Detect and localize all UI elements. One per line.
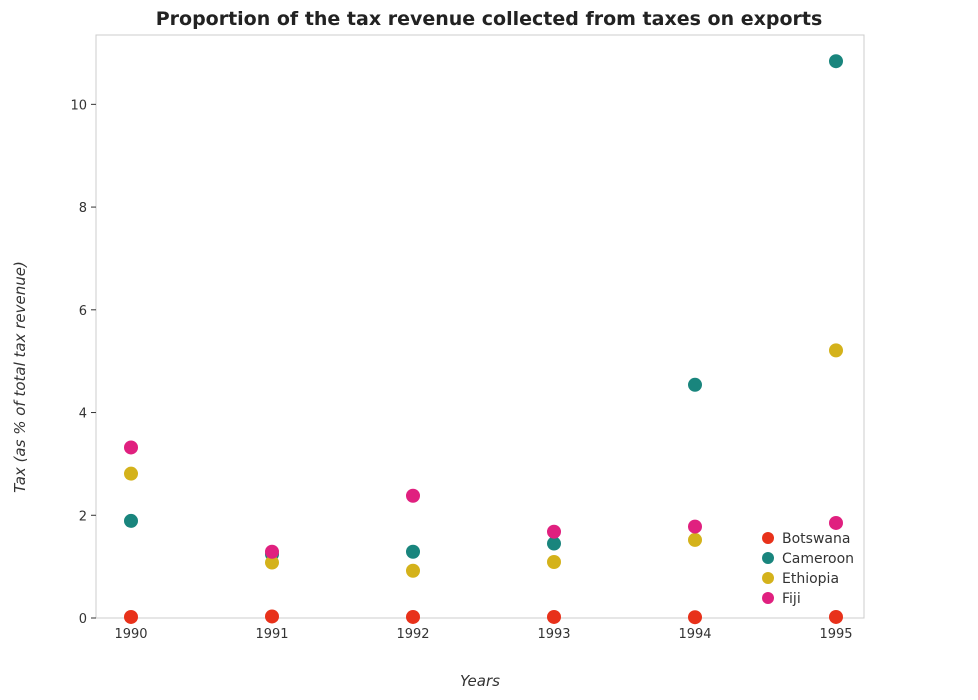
x-tick-label: 1991 [255,627,288,642]
plot-frame [95,34,865,619]
legend-marker-botswana [762,532,774,544]
point-cameroon-1990 [124,513,138,528]
point-botswana-1991 [265,609,279,624]
point-ethiopia-1990 [124,466,138,481]
y-tick-label: 2 [79,509,87,524]
legend-label-botswana: Botswana [782,531,850,547]
legend-label-cameroon: Cameroon [782,551,854,567]
legend-marker-cameroon [762,552,774,564]
point-ethiopia-1994 [688,532,702,547]
legend: Botswana Cameroon Ethiopia Fiji [762,531,854,607]
y-tick-label: 0 [79,612,87,627]
x-tick-label: 1994 [678,627,711,642]
legend-label-fiji: Fiji [782,591,801,607]
chart-title: Proportion of the tax revenue collected … [155,8,823,30]
point-cameroon-1993 [547,536,561,551]
x-axis: 1990 1991 1992 1993 1994 1995 [114,618,853,642]
x-axis-label: Years [460,672,500,690]
legend-label-ethiopia: Ethiopia [782,571,839,587]
point-fiji-1994 [688,519,702,534]
data-points [124,54,843,625]
point-ethiopia-1991 [265,555,279,570]
x-tick-label: 1995 [819,627,852,642]
y-tick-label: 4 [79,407,87,422]
point-botswana-1992 [406,609,420,624]
y-tick-label: 10 [70,98,87,113]
point-botswana-1994 [688,610,702,625]
y-axis: 0 2 4 6 8 10 [70,98,96,627]
legend-marker-fiji [762,592,774,604]
point-fiji-1993 [547,524,561,539]
point-fiji-1991 [265,544,279,559]
point-ethiopia-1993 [547,555,561,570]
point-fiji-1992 [406,488,420,503]
point-botswana-1990 [124,609,138,624]
point-botswana-1995 [829,609,843,624]
y-axis-label: Tax (as % of total tax revenue) [11,261,29,493]
point-botswana-1993 [547,609,561,624]
y-tick-label: 6 [79,304,87,319]
point-cameroon-1995 [829,54,843,69]
x-tick-label: 1992 [396,627,429,642]
point-ethiopia-1992 [406,563,420,578]
point-fiji-1990 [124,440,138,455]
point-fiji-1995 [829,515,843,530]
point-cameroon-1992 [406,544,420,559]
legend-marker-ethiopia [762,572,774,584]
x-tick-label: 1993 [537,627,570,642]
y-tick-label: 8 [79,201,87,216]
point-cameroon-1994 [688,377,702,392]
point-ethiopia-1995 [829,343,843,358]
x-tick-label: 1990 [114,627,147,642]
